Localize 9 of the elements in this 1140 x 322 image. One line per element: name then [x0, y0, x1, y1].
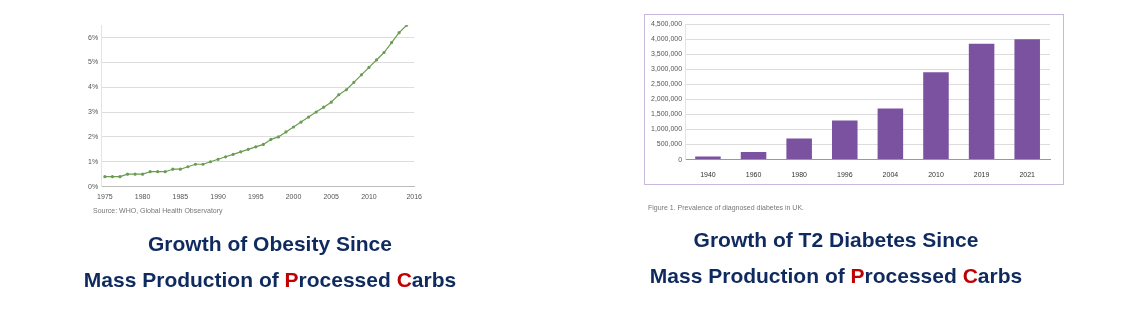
bar: [968, 43, 995, 160]
chart-title: Growth of Obesity Since Mass Production of Processed Carbs: [83, 232, 457, 291]
bar: [923, 72, 949, 160]
chart-title: Growth of T2 Diabetes Since Mass Production of Processed Carbs: [649, 228, 1023, 287]
bar: [832, 120, 858, 160]
bar: [877, 108, 904, 160]
bar: [740, 152, 767, 160]
bar: [1014, 39, 1040, 160]
bar: [786, 138, 812, 160]
